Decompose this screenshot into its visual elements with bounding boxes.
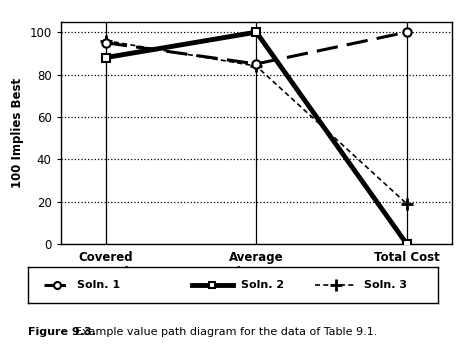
Soln. 1 (404, 30, 410, 34)
Text: Soln. 2: Soln. 2 (241, 280, 284, 290)
Soln. 2 (254, 30, 259, 34)
Text: Soln. 3: Soln. 3 (364, 280, 407, 290)
Soln. 1 (103, 41, 109, 45)
Line: Soln. 3: Soln. 3 (100, 34, 413, 210)
Text: Soln. 1: Soln. 1 (77, 280, 120, 290)
Soln. 2 (103, 55, 109, 60)
Text: Figure 9.3.: Figure 9.3. (28, 327, 96, 337)
Soln. 3 (404, 202, 410, 206)
Soln. 3 (103, 38, 109, 43)
Line: Soln. 1: Soln. 1 (102, 28, 411, 68)
Soln. 3 (254, 64, 259, 68)
Y-axis label: 100 Implies Best: 100 Implies Best (11, 78, 24, 188)
Line: Soln. 2: Soln. 2 (102, 28, 411, 248)
Soln. 2 (404, 242, 410, 246)
Soln. 1 (254, 62, 259, 66)
Text: Example value path diagram for the data of Table 9.1.: Example value path diagram for the data … (68, 327, 377, 337)
